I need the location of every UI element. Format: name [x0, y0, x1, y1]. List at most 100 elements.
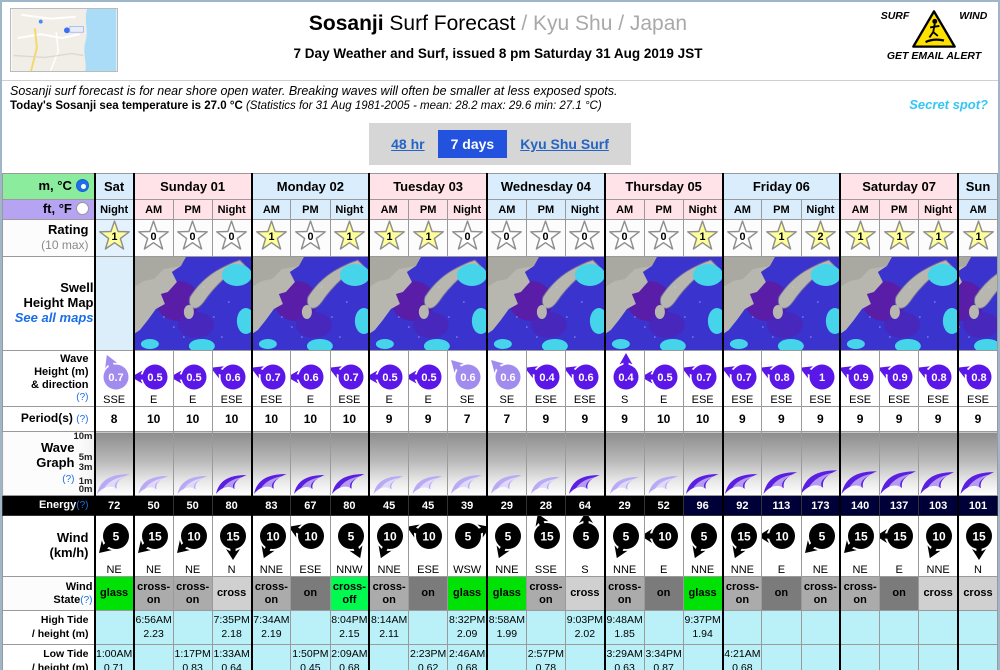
low-tide-cell [957, 644, 998, 670]
slot-header: AM [721, 199, 763, 220]
wave-graph-cell [447, 431, 488, 496]
swell-direction-label: E [188, 394, 197, 406]
tide-time: 9:37PM [684, 613, 721, 626]
tab-48hr[interactable]: 48 hr [391, 136, 425, 152]
secret-spot-link[interactable]: Secret spot? [909, 97, 988, 112]
svg-text:2: 2 [817, 231, 823, 243]
rating-cell: 1 [407, 219, 449, 257]
swell-height-map[interactable] [603, 256, 723, 351]
wind-direction-arrow-icon: 5 [98, 523, 129, 553]
svg-text:10: 10 [933, 530, 947, 544]
wind-direction-label: NNE [377, 564, 401, 576]
period-help-link[interactable]: (?) [76, 414, 89, 426]
wind-direction-arrow-icon: 10 [259, 523, 286, 559]
high-tide-cell: 9:03PM 2.02 [564, 610, 606, 645]
energy-cell: 45 [407, 495, 449, 516]
email-alert-button[interactable]: SURF WIND GET EMAIL ALERT [878, 8, 990, 62]
rating-star-icon: 1 [98, 220, 130, 250]
rating-cell: 1 [250, 219, 292, 257]
low-tide-cell [564, 644, 606, 670]
rating-star-icon: 1 [333, 220, 365, 250]
tide-height: 0.63 [614, 661, 635, 670]
swell-map-row-label: Swell Height Map See all maps [2, 256, 95, 351]
location-map-thumbnail[interactable] [10, 8, 118, 72]
radio-metric-selected[interactable] [75, 179, 89, 193]
rating-cell: 1 [368, 219, 410, 257]
wave-height-cell: 0.4 S [603, 350, 645, 407]
energy-cell: 96 [682, 495, 724, 516]
see-all-maps-link[interactable]: See all maps [14, 309, 94, 325]
wave-graph-cell [290, 431, 331, 496]
tide-time: 1:00AM [96, 647, 133, 660]
wind-state-cell: cross-on [603, 576, 645, 611]
rating-cell: 0 [643, 219, 684, 257]
low-tide-cell: 1:50PM 0.45 [290, 644, 331, 670]
swell-height-map[interactable] [368, 256, 488, 351]
slot-header: PM [172, 199, 213, 220]
svg-text:0: 0 [543, 231, 549, 243]
wind-cell: 5 WSW [447, 515, 488, 577]
wind-state-cell: cross [564, 576, 606, 611]
swell-direction-label: ESE [691, 394, 714, 406]
radio-imperial-unselected[interactable] [75, 202, 89, 216]
day-header: Sat [93, 173, 135, 200]
wave-graph-help-link[interactable]: (?) [62, 473, 75, 485]
swell-height-map[interactable] [957, 256, 998, 351]
tab-7days[interactable]: 7 days [437, 130, 508, 158]
rating-row-label: Rating (10 max) [2, 219, 95, 257]
slot-header: AM [957, 199, 998, 220]
svg-text:1: 1 [896, 231, 902, 243]
wave-graph-cell [878, 431, 920, 496]
period-row-label: Period(s) (?) [2, 406, 95, 432]
wind-direction-arrow-icon: 5 [804, 523, 835, 553]
day-header: Wednesday 04 [486, 173, 606, 200]
wave-height-cell: 0.6 SE [485, 350, 527, 407]
unit-toggle-imperial[interactable]: ft, °F [2, 199, 95, 220]
wind-cell: 15 SSE [525, 515, 567, 577]
swell-direction-label: ESE [770, 394, 793, 406]
swell-height-map[interactable] [839, 256, 959, 351]
period-cell: 10 [172, 406, 213, 432]
swell-height-map[interactable] [486, 256, 606, 351]
tab-region-surf[interactable]: Kyu Shu Surf [520, 136, 609, 152]
slot-header: Night [211, 199, 253, 220]
high-tide-cell: 9:48AM 1.85 [603, 610, 645, 645]
rating-star-icon: 0 [609, 220, 641, 250]
wave-height-cell: 0.8 ESE [918, 350, 959, 407]
wind-cell: 10 E [643, 515, 684, 577]
energy-cell: 29 [485, 495, 527, 516]
swell-height-map[interactable] [721, 256, 841, 351]
rating-star-icon: 1 [373, 220, 405, 250]
wind-direction-label: N [227, 564, 236, 576]
period-cell: 7 [447, 406, 488, 432]
wind-direction-arrow-icon: 10 [762, 523, 796, 549]
slot-header: AM [839, 199, 881, 220]
wind-direction-label: NNE [926, 564, 950, 576]
energy-help-link[interactable]: (?) [76, 500, 89, 512]
wind-state-cell: cross-on [172, 576, 213, 611]
wind-state-cell: on [878, 576, 920, 611]
svg-text:1: 1 [778, 231, 784, 243]
svg-text:0.7: 0.7 [343, 372, 358, 384]
wave-graph-cell [721, 431, 763, 496]
sea-temperature-note: Today's Sosanji sea temperature is 27.0 … [10, 100, 602, 112]
unit-toggle-metric[interactable]: m, °C [2, 173, 95, 200]
low-tide-cell: 2:57PM 0.78 [525, 644, 567, 670]
wave-graph-cell [957, 431, 998, 496]
swell-height-map[interactable] [250, 256, 370, 351]
rating-cell: 0 [172, 219, 213, 257]
swell-map-image [135, 257, 251, 350]
wind-cell: 15 E [878, 515, 920, 577]
wave-help-link[interactable]: (?) [76, 392, 89, 404]
low-tide-cell: 3:29AM 0.63 [603, 644, 645, 670]
period-cell: 10 [329, 406, 370, 432]
rating-cell: 0 [447, 219, 488, 257]
tide-height: 0.83 [182, 661, 203, 670]
wind-state-row-label: Wind State(?) [2, 576, 95, 611]
energy-cell: 45 [368, 495, 410, 516]
wind-state-help-link[interactable]: (?) [80, 594, 93, 606]
svg-text:1: 1 [935, 231, 941, 243]
swell-height-map[interactable] [132, 256, 252, 351]
swell-direction-arrow-icon: 0.7 [724, 364, 756, 390]
rating-star-icon: 1 [844, 220, 876, 250]
